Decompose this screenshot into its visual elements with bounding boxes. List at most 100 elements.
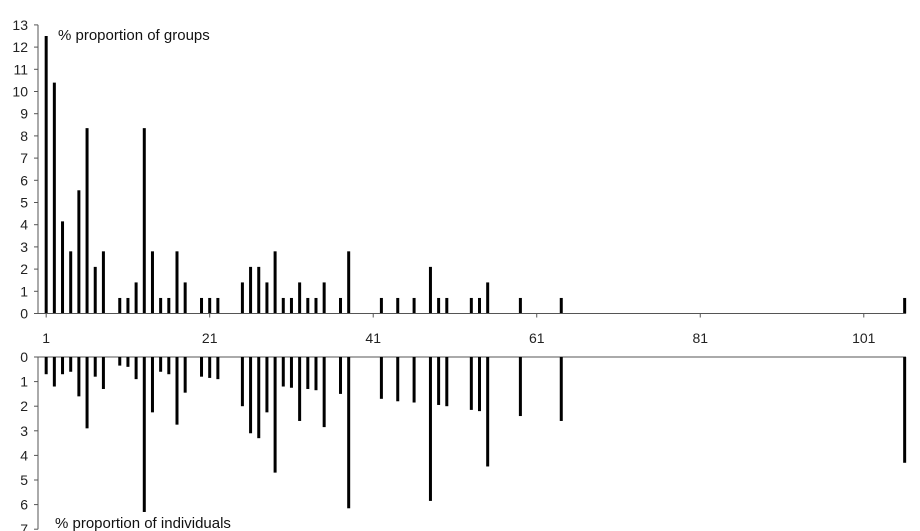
groups-bar: [159, 297, 163, 314]
individuals-bar: [379, 357, 383, 399]
groups-bar: [428, 266, 432, 314]
individuals-bar: [101, 357, 105, 389]
individuals-y-tick-label: 0: [20, 349, 28, 365]
individuals-bar: [445, 357, 449, 407]
individuals-bar: [257, 357, 261, 439]
groups-bar: [903, 297, 907, 314]
individuals-bar: [200, 357, 204, 377]
individuals-bar: [289, 357, 293, 388]
x-tick-label: 61: [529, 330, 545, 346]
groups-bar: [257, 266, 261, 314]
individuals-bar: [339, 357, 343, 394]
shared-x-axis: 1 21 41 61 81 101: [38, 313, 906, 346]
groups-bar: [339, 297, 343, 314]
individuals-bar: [559, 357, 563, 421]
individuals-bar: [265, 357, 269, 413]
individuals-bar: [314, 357, 318, 391]
individuals-bar: [150, 357, 154, 413]
groups-bar: [518, 297, 522, 314]
x-tick-label: 1: [42, 330, 50, 346]
groups-y-tick-label: 1: [20, 283, 28, 299]
individuals-bar: [412, 357, 416, 403]
individuals-bar: [93, 357, 97, 377]
groups-y-tick-label: 9: [20, 106, 28, 122]
individuals-bar: [52, 357, 56, 387]
individuals-bar: [249, 357, 253, 434]
groups-bar: [281, 297, 285, 314]
individuals-y-tick-label: 3: [20, 423, 28, 439]
groups-bar: [314, 297, 318, 314]
groups-bar: [412, 297, 416, 314]
groups-panel-title: % proportion of groups: [58, 27, 210, 44]
individuals-bar: [167, 357, 171, 375]
groups-bar: [77, 190, 81, 314]
groups-bar: [347, 251, 351, 314]
individuals-bar: [903, 357, 907, 463]
groups-bar: [183, 282, 187, 314]
individuals-bar: [208, 357, 212, 378]
groups-y-tick-label: 11: [13, 61, 28, 77]
individuals-y-tick-label: 1: [20, 374, 28, 390]
groups-bar: [150, 251, 154, 314]
groups-bar: [44, 36, 48, 314]
groups-y-tick-label: 12: [12, 39, 28, 55]
x-tick-label: 101: [852, 330, 876, 346]
groups-bar: [322, 282, 326, 314]
individuals-y-tick-label: 7: [20, 521, 28, 531]
individuals-bar: [126, 357, 130, 367]
groups-y-tick-label: 4: [20, 217, 28, 233]
individuals-bar: [478, 357, 482, 412]
individuals-bar: [306, 357, 310, 389]
groups-bar: [93, 266, 97, 314]
groups-y-tick-label: 8: [20, 128, 28, 144]
groups-bar: [118, 297, 122, 314]
groups-bar: [167, 297, 171, 314]
groups-bar: [249, 266, 253, 314]
individuals-bar: [281, 357, 285, 387]
individuals-bar: [44, 357, 48, 375]
groups-bar: [61, 221, 65, 314]
individuals-panel-title: % proportion of individuals: [55, 515, 231, 531]
groups-bar: [175, 251, 179, 314]
groups-y-tick-label: 13: [12, 17, 28, 33]
individuals-y-tick-label: 4: [20, 447, 28, 463]
individuals-bar: [396, 357, 400, 402]
groups-bar: [101, 251, 105, 314]
individuals-bar: [159, 357, 163, 372]
individuals-bar: [322, 357, 326, 428]
individuals-y-tick-label: 5: [20, 472, 28, 488]
individuals-y-tick-label: 6: [20, 497, 28, 513]
individuals-bar: [69, 357, 73, 372]
groups-bar: [142, 128, 146, 314]
groups-bar: [469, 297, 473, 314]
groups-bar: [379, 297, 383, 314]
groups-bar: [85, 128, 89, 314]
individuals-bar: [486, 357, 490, 467]
groups-bar: [200, 297, 204, 314]
groups-bar: [208, 297, 212, 314]
groups-y-tick-label: 5: [20, 195, 28, 211]
groups-bar: [445, 297, 449, 314]
individuals-bar: [118, 357, 122, 366]
groups-bar: [396, 297, 400, 314]
individuals-bar: [142, 357, 146, 512]
groups-y-tick-label: 7: [20, 150, 28, 166]
groups-bar: [69, 251, 73, 314]
individuals-y-tick-label: 2: [20, 398, 28, 414]
individuals-bar: [437, 357, 441, 405]
individuals-bar: [273, 357, 277, 473]
individuals-bar: [85, 357, 89, 429]
groups-y-tick-label: 10: [12, 84, 28, 100]
individuals-bar: [298, 357, 302, 421]
individuals-bar: [428, 357, 432, 501]
individuals-bar: [469, 357, 473, 410]
groups-bar: [216, 297, 220, 314]
groups-y-tick-label: 0: [20, 306, 28, 322]
groups-bar: [298, 282, 302, 314]
groups-bar: [306, 297, 310, 314]
groups-bar: [437, 297, 441, 314]
individuals-panel: 0 1 2 3 4 5 6 7: [20, 349, 907, 531]
groups-bar: [126, 297, 130, 314]
groups-bar: [240, 282, 244, 314]
